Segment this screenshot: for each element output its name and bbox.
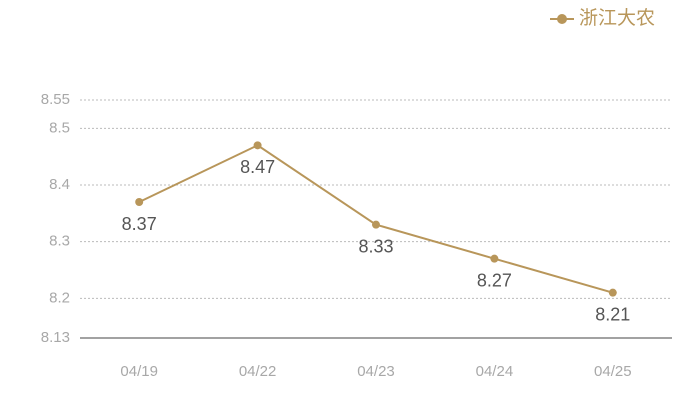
value-label: 8.33 — [358, 236, 393, 256]
x-tick-label: 04/23 — [357, 363, 395, 380]
point — [253, 141, 262, 150]
y-tick-label: 8.13 — [41, 329, 70, 346]
value-label: 8.47 — [240, 157, 275, 177]
x-tick-label: 04/19 — [120, 363, 158, 380]
y-tick-label: 8.5 — [49, 119, 70, 136]
line — [138, 144, 614, 294]
point — [608, 288, 617, 297]
y-tick-label: 8.2 — [49, 289, 70, 306]
point — [490, 254, 499, 263]
value-label: 8.27 — [477, 270, 512, 290]
legend-label: 浙江大农 — [579, 7, 655, 29]
y-tick-label: 8.4 — [49, 176, 70, 193]
x-tick-label: 04/22 — [239, 363, 277, 380]
y-tick-label: 8.3 — [49, 233, 70, 250]
value-label: 8.21 — [595, 304, 630, 324]
x-tick-label: 04/25 — [594, 363, 632, 380]
x-tick-label: 04/24 — [476, 363, 514, 380]
legend-marker — [557, 14, 567, 24]
y-tick-label: 8.55 — [41, 91, 70, 108]
point — [372, 220, 380, 229]
value-label: 8.37 — [122, 214, 157, 234]
point — [135, 198, 144, 206]
